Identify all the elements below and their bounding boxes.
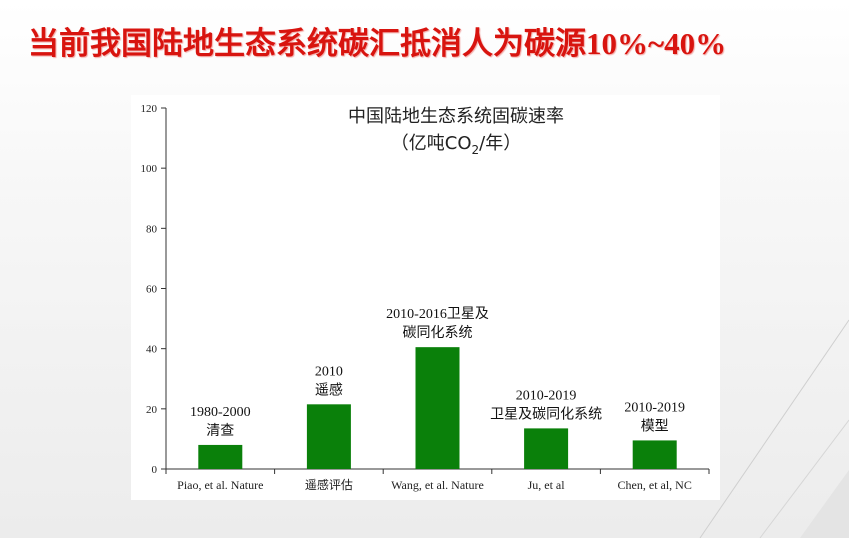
bar (306, 404, 351, 469)
bar-chart: 中国陆地生态系统固碳速率 （亿吨CO2/年） 0 20 40 60 80 100 120 P… (141, 103, 710, 492)
chart-subtitle-close: /年） (479, 133, 521, 154)
x-tick-label: Wang, et al. Nature (391, 478, 484, 492)
x-tick-label: Chen, et al, NC (618, 478, 692, 492)
chart-panel: 中国陆地生态系统固碳速率 （亿吨CO2/年） 0 20 40 60 80 100 120 P… (131, 95, 720, 500)
y-tick-label: 100 (141, 163, 158, 175)
y-tick-label: 120 (141, 103, 158, 115)
chart-title: 中国陆地生态系统固碳速率 (348, 106, 564, 127)
bar-annotation: 2010-2016卫星及 (386, 306, 489, 322)
slide-title: 当前我国陆地生态系统碳汇抵消人为碳源10%~40% (28, 18, 838, 63)
bar-annotation: 清查 (206, 423, 234, 439)
bar-annotation: 2010 (315, 364, 343, 379)
x-tick-label: 遥感评估 (305, 477, 353, 492)
y-tick-label: 60 (146, 284, 158, 296)
bar-annotation: 碳同化系统 (403, 325, 473, 341)
x-tick-label: Ju, et al (528, 478, 566, 492)
chart-subtitle: （亿吨CO2/年） (391, 133, 521, 157)
slide-title-percent: 10%~40% (586, 26, 727, 61)
bar (415, 347, 460, 469)
bar (524, 428, 569, 469)
y-tick-label: 40 (146, 344, 158, 356)
x-tick-label: Piao, et al. Nature (177, 478, 263, 492)
bar (632, 440, 677, 469)
chart-bars (198, 347, 677, 469)
slide-title-text: 当前我国陆地生态系统碳汇抵消人为碳源 (28, 26, 586, 62)
bar-annotation: 卫星及碳同化系统 (490, 406, 602, 422)
y-tick-label: 20 (146, 404, 158, 416)
y-tick-label: 0 (152, 464, 158, 476)
bar (198, 444, 243, 469)
chart-subtitle-open: （亿吨CO (391, 133, 472, 154)
y-tick-label: 80 (146, 223, 158, 235)
bar-annotation: 模型 (641, 418, 669, 434)
bar-annotation: 2010-2019 (624, 400, 685, 415)
bar-annotation: 遥感 (315, 381, 343, 398)
bar-annotation: 2010-2019 (516, 388, 577, 403)
bar-annotation: 1980-2000 (190, 405, 251, 420)
chart-axes: 0 20 40 60 80 100 120 (141, 103, 710, 476)
chart-subtitle-sub: 2 (472, 143, 480, 157)
